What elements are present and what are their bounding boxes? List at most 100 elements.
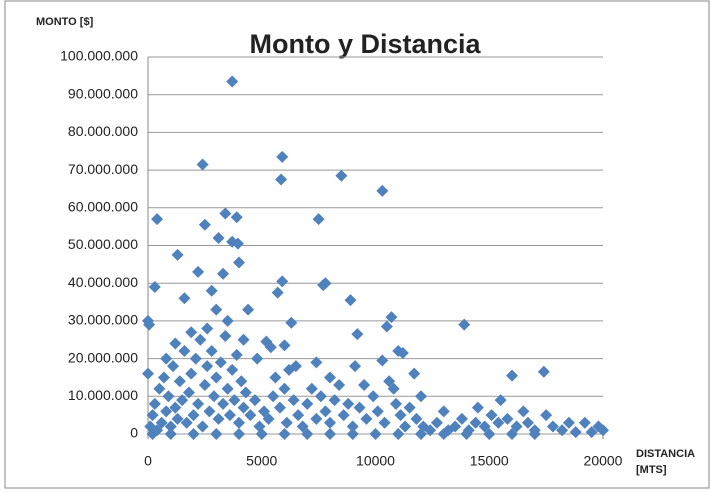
point	[233, 256, 245, 269]
point	[360, 412, 373, 425]
point	[569, 426, 582, 439]
point	[142, 367, 154, 380]
y-tick-label: 70.000.000	[68, 161, 138, 177]
point	[312, 213, 325, 226]
y-tick-label: 60.000.000	[68, 199, 138, 215]
point	[176, 394, 189, 407]
point	[251, 352, 264, 365]
point	[219, 329, 232, 342]
point	[597, 424, 609, 437]
point	[210, 303, 223, 316]
point	[367, 390, 380, 403]
point	[510, 420, 523, 433]
point	[399, 420, 412, 433]
chart-frame	[4, 0, 710, 489]
y-tick-label: 30.000.000	[68, 312, 138, 328]
point	[376, 354, 389, 367]
point	[335, 169, 348, 182]
point	[369, 428, 382, 440]
point	[310, 356, 323, 369]
point	[171, 248, 184, 261]
point	[337, 409, 350, 422]
point	[521, 416, 534, 429]
y-tick-label: 80.000.000	[68, 123, 138, 139]
point	[546, 420, 559, 433]
point	[305, 382, 318, 395]
point	[237, 401, 250, 414]
point	[146, 409, 159, 422]
y-tick-label: 90.000.000	[68, 85, 138, 101]
point	[276, 275, 289, 288]
point	[212, 231, 225, 244]
point	[585, 426, 598, 439]
point	[528, 428, 541, 440]
point	[169, 337, 182, 350]
point	[155, 416, 168, 429]
point	[471, 401, 484, 414]
point	[396, 346, 409, 359]
x-tick-label: 0	[144, 453, 152, 469]
point	[562, 416, 575, 429]
point	[264, 341, 277, 354]
x-tick-label: 15000	[470, 453, 509, 469]
point	[392, 428, 405, 440]
point	[226, 363, 239, 376]
point	[205, 284, 218, 297]
point	[192, 397, 205, 410]
point	[275, 173, 288, 186]
point	[385, 311, 398, 324]
point	[537, 365, 550, 378]
point	[317, 279, 330, 292]
point	[278, 428, 291, 440]
point	[226, 75, 239, 88]
point	[146, 428, 159, 440]
point	[233, 428, 245, 440]
point	[430, 416, 443, 429]
point	[185, 326, 198, 339]
y-tick-label: 100.000.000	[60, 48, 138, 64]
point	[244, 409, 257, 422]
point	[328, 394, 341, 407]
point	[153, 382, 166, 395]
point	[394, 409, 407, 422]
point	[178, 345, 191, 358]
point	[410, 412, 423, 425]
point	[160, 352, 173, 365]
point	[280, 416, 293, 429]
point	[248, 394, 261, 407]
point	[203, 405, 216, 418]
x-axis-label: DISTANCIA [MTS]	[636, 448, 695, 476]
point	[237, 333, 250, 346]
point	[408, 367, 421, 380]
point	[157, 371, 170, 384]
point	[301, 428, 314, 440]
point	[198, 378, 211, 391]
point	[371, 405, 384, 418]
point	[351, 328, 364, 341]
point	[164, 428, 177, 440]
point	[415, 390, 427, 403]
point	[217, 267, 230, 280]
point	[285, 316, 298, 329]
x-tick-label: 20000	[584, 453, 623, 469]
point	[346, 428, 359, 440]
point	[458, 318, 471, 331]
point	[276, 150, 289, 163]
point	[403, 401, 416, 414]
point	[483, 428, 496, 440]
x-tick-label: 10000	[356, 453, 395, 469]
point	[296, 420, 309, 433]
point	[278, 382, 291, 395]
point	[148, 397, 161, 410]
point	[230, 211, 243, 224]
point	[169, 401, 182, 414]
point	[494, 394, 507, 407]
y-axis-label: MONTO [$]	[36, 16, 94, 28]
point	[358, 378, 371, 391]
point	[333, 378, 346, 391]
point	[148, 280, 161, 293]
point	[189, 352, 202, 365]
point	[223, 409, 236, 422]
point	[258, 405, 271, 418]
